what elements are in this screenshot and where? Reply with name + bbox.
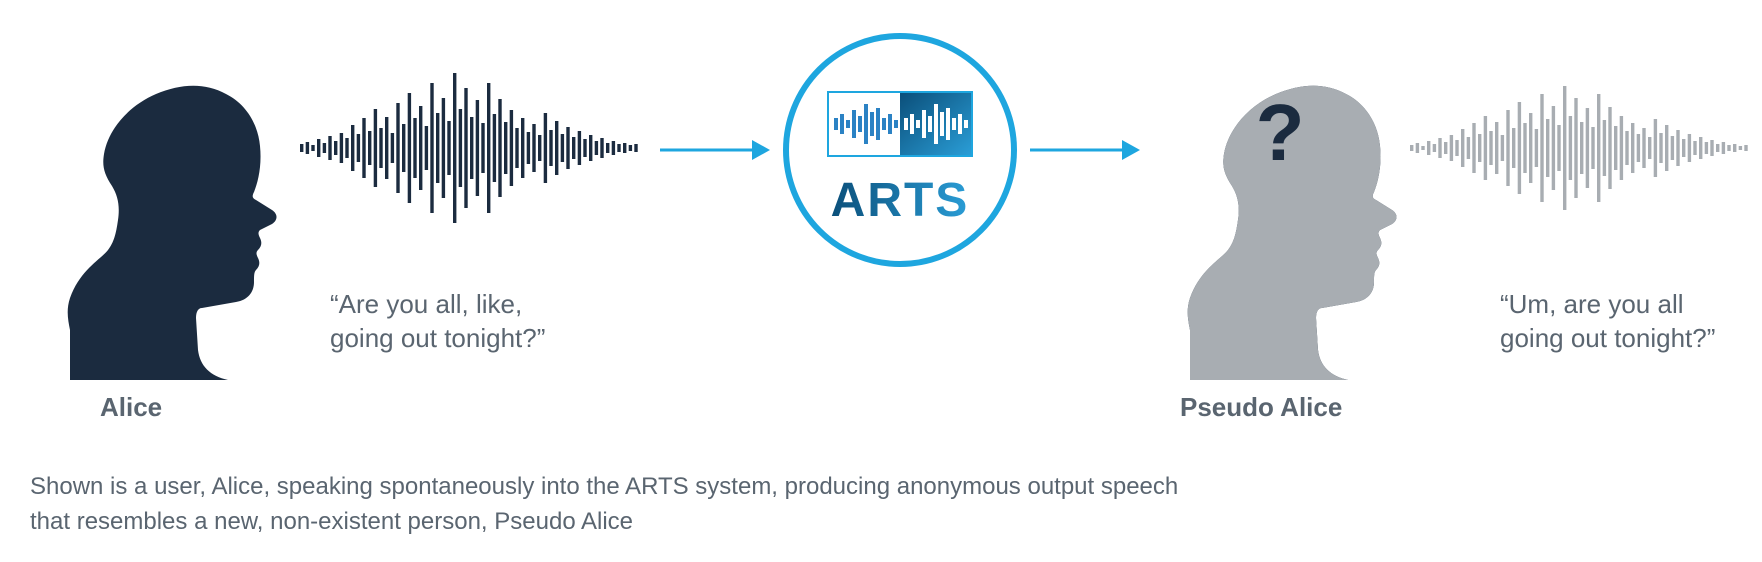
pseudo-alice-label: Pseudo Alice (1180, 392, 1342, 423)
arts-logo: ARTS (780, 30, 1020, 270)
arrow-right (1030, 135, 1140, 165)
alice-quote: “Are you all, like, going out tonight?” (330, 288, 545, 356)
diagram-caption: Shown is a user, Alice, speaking spontan… (30, 470, 1178, 540)
question-mark-icon: ? (1256, 88, 1305, 177)
alice-label: Alice (100, 392, 162, 423)
arts-logo-text: ARTS (831, 174, 970, 227)
arrow-left (660, 135, 770, 165)
waveform-dark (300, 38, 640, 258)
pseudo-alice-silhouette: ? (1150, 20, 1400, 380)
waveform-light (1410, 38, 1750, 258)
alice-silhouette (30, 20, 280, 380)
pseudo-alice-quote: “Um, are you all going out tonight?” (1500, 288, 1715, 356)
diagram-canvas: Alice “Are you all, like, going out toni… (0, 0, 1762, 562)
